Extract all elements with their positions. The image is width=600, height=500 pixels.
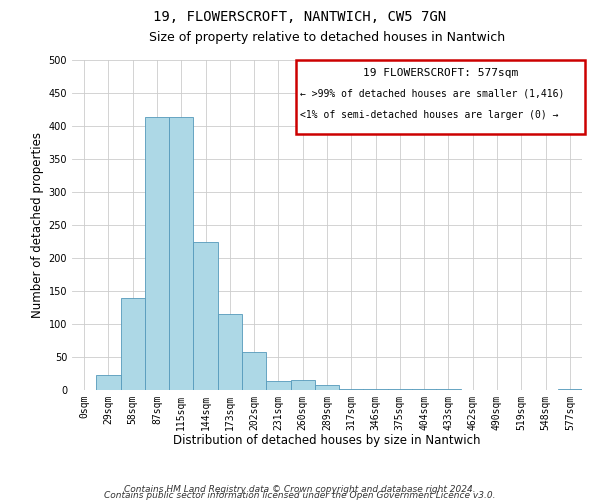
Text: 19, FLOWERSCROFT, NANTWICH, CW5 7GN: 19, FLOWERSCROFT, NANTWICH, CW5 7GN xyxy=(154,10,446,24)
Bar xyxy=(96,376,121,390)
Bar xyxy=(242,352,266,390)
Bar xyxy=(218,314,242,390)
Bar xyxy=(315,386,339,390)
Bar xyxy=(290,380,315,390)
Bar xyxy=(193,242,218,390)
Text: <1% of semi-detached houses are larger (0) →: <1% of semi-detached houses are larger (… xyxy=(301,110,559,120)
Bar xyxy=(266,381,290,390)
Bar xyxy=(145,117,169,390)
Text: Contains public sector information licensed under the Open Government Licence v3: Contains public sector information licen… xyxy=(104,490,496,500)
Bar xyxy=(169,117,193,390)
Text: ← >99% of detached houses are smaller (1,416): ← >99% of detached houses are smaller (1… xyxy=(301,88,565,98)
Text: Contains HM Land Registry data © Crown copyright and database right 2024.: Contains HM Land Registry data © Crown c… xyxy=(124,484,476,494)
Title: Size of property relative to detached houses in Nantwich: Size of property relative to detached ho… xyxy=(149,30,505,44)
Text: 19 FLOWERSCROFT: 577sqm: 19 FLOWERSCROFT: 577sqm xyxy=(363,68,518,78)
FancyBboxPatch shape xyxy=(296,60,584,134)
Y-axis label: Number of detached properties: Number of detached properties xyxy=(31,132,44,318)
Bar xyxy=(121,298,145,390)
X-axis label: Distribution of detached houses by size in Nantwich: Distribution of detached houses by size … xyxy=(173,434,481,448)
